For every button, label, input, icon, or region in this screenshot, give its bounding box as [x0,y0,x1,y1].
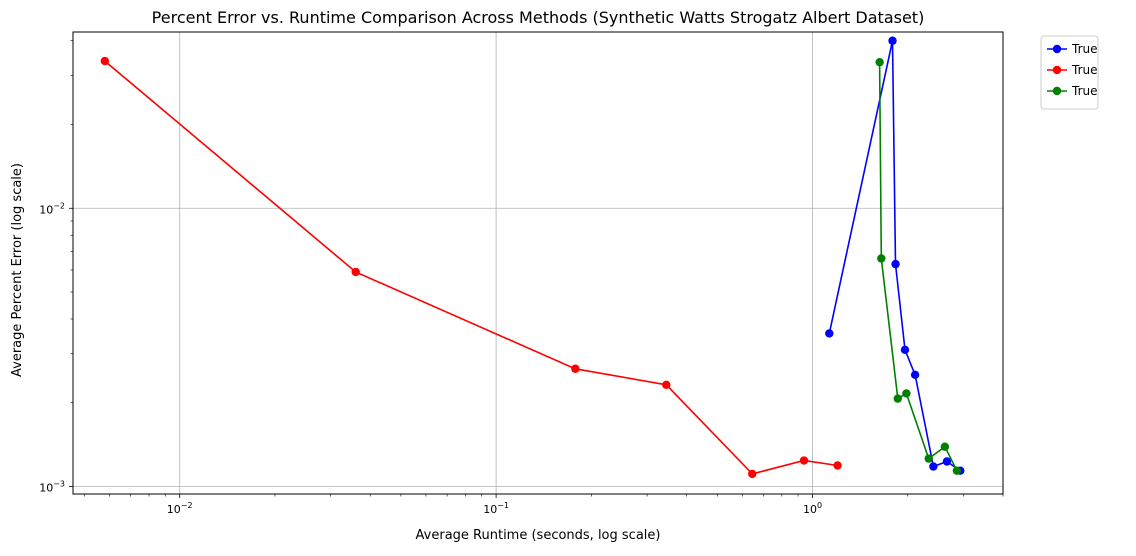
data-point [902,389,911,398]
plot-area [100,36,965,479]
legend-label: True [1071,63,1098,77]
legend-item[interactable]: True [1047,42,1098,56]
data-point [875,57,884,67]
data-point [825,329,834,338]
legend-marker [1052,86,1062,96]
data-point [833,461,842,470]
plot-frame [72,31,1004,495]
legend-marker [1052,44,1062,54]
legend-label: True [1071,42,1098,56]
data-point [571,364,580,373]
series-line [828,40,961,472]
data-point [900,345,910,354]
x-axis-label: Average Runtime (seconds, log scale) [416,528,661,543]
data-point [940,442,950,451]
data-point [888,36,897,45]
series-3 [875,57,962,475]
y-axis-label: Average Percent Error (log scale) [10,163,25,377]
grid [73,32,1003,494]
chart-title: Percent Error vs. Runtime Comparison Acr… [152,8,925,27]
data-point [893,394,902,403]
y-tick-label: 10−2 [39,201,65,216]
data-point [924,454,933,463]
x-tick-label: 10−2 [167,501,193,516]
axis-ticks: 10−2 10−1 100 10−3 10−2 [39,40,1004,516]
data-point [910,370,920,380]
y-tick-label: 10−3 [39,480,65,495]
x-tick-label: 100 [803,501,822,516]
legend-item[interactable]: True [1047,63,1098,77]
data-point [942,457,952,466]
legend-label: True [1071,84,1098,98]
series-2 [100,56,842,479]
data-point [100,56,110,66]
legend-marker [1052,65,1062,75]
data-point [929,462,938,471]
data-point [351,267,360,277]
series-line [104,60,838,475]
series-line [878,62,958,472]
x-tick-label: 10−1 [483,501,509,516]
data-point [662,380,671,390]
series-1 [825,36,965,475]
data-point [952,466,962,475]
data-point [748,469,757,479]
data-point [891,259,900,269]
data-point [799,456,809,465]
legend[interactable]: True True True [1040,35,1099,110]
data-point [877,254,886,263]
legend-item[interactable]: True [1047,84,1098,98]
